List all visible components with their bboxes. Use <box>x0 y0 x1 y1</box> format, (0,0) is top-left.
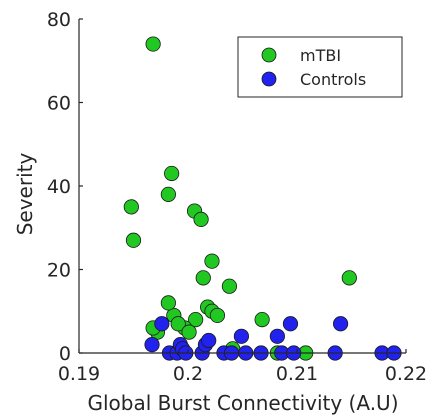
point-controls <box>154 316 170 332</box>
legend-label-mtbi: mTBI <box>300 46 341 65</box>
point-mtbi <box>193 211 209 227</box>
point-mtbi <box>181 324 197 340</box>
legend-marker-mtbi <box>261 47 277 63</box>
x-axis-label: Global Burst Connectivity (A.U) <box>87 391 398 415</box>
point-mtbi <box>123 199 139 215</box>
point-mtbi <box>254 311 270 328</box>
point-mtbi <box>125 232 142 248</box>
y-tick-label: 60 <box>47 93 71 115</box>
point-mtbi <box>195 270 211 286</box>
point-controls <box>332 316 349 332</box>
y-tick-label: 0 <box>59 343 71 365</box>
point-controls <box>144 337 160 353</box>
y-tick-label: 40 <box>47 176 71 198</box>
x-tick-label: 0.21 <box>276 363 318 385</box>
point-mtbi <box>209 307 226 324</box>
legend: mTBI Controls <box>237 36 403 98</box>
point-controls <box>269 328 285 344</box>
point-mtbi <box>221 278 238 294</box>
point-mtbi <box>170 316 186 332</box>
legend-label-controls: Controls <box>300 70 366 89</box>
x-tick-label: 0.22 <box>385 363 427 385</box>
point-mtbi <box>188 311 204 328</box>
x-tick-label: 0.19 <box>58 363 100 385</box>
point-mtbi <box>164 165 180 182</box>
axis-ticks: 0.19 0.2 0.21 0.22 0 20 40 60 80 <box>47 9 427 385</box>
point-controls <box>282 316 299 332</box>
point-mtbi <box>160 186 176 202</box>
point-mtbi <box>160 295 176 311</box>
plot-marks <box>123 36 402 361</box>
point-controls <box>233 328 250 344</box>
point-mtbi <box>341 270 357 286</box>
point-controls <box>201 332 217 349</box>
point-mtbi <box>145 36 161 52</box>
legend-box <box>237 36 403 98</box>
y-tick-label: 80 <box>47 9 71 31</box>
legend-marker-controls <box>261 71 277 87</box>
x-tick-label: 0.2 <box>173 363 203 385</box>
y-axis-label: Severity <box>13 153 37 236</box>
point-mtbi <box>204 253 220 269</box>
y-tick-label: 20 <box>47 260 71 282</box>
